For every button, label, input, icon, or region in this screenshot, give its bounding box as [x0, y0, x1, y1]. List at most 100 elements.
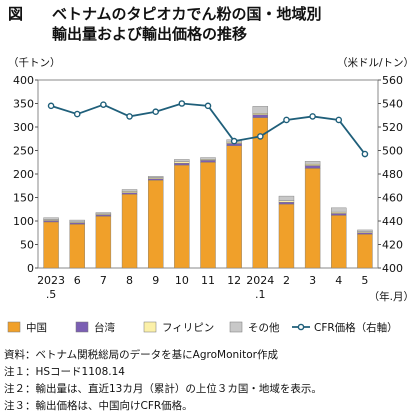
right-tick-label: 520	[382, 121, 403, 134]
legend-label: その他	[248, 321, 280, 334]
legend-label: 台湾	[94, 321, 115, 334]
x-tick-label: 5	[361, 274, 368, 287]
x-tick-label: 9	[152, 274, 159, 287]
bar-segment	[147, 178, 164, 181]
bar-segment	[95, 214, 112, 217]
x-tick-label: 2	[283, 274, 290, 287]
price-point	[100, 101, 107, 108]
bar-segment	[95, 212, 112, 215]
right-tick-label: 420	[382, 239, 403, 252]
x-axis: 2023.5 6 7 8 9 10 11 12 2024.1 2 3 4 5	[37, 274, 368, 301]
bar-segment	[174, 164, 190, 269]
x-tick-label: 2024.1	[246, 274, 274, 301]
left-tick-label: 50	[20, 239, 34, 252]
bar-segment	[278, 195, 295, 201]
bar-segment	[174, 162, 190, 166]
right-tick-label: 460	[382, 192, 403, 205]
note-2: 注２：輸出量は、直近13カ月（累計）の上位３カ国・地域を表示。	[4, 383, 322, 395]
bar-segment	[121, 192, 138, 195]
bar-segment	[252, 117, 269, 269]
bar-segment	[147, 176, 164, 178]
legend-label: フィリピン	[162, 322, 214, 334]
bar-segment	[357, 232, 373, 235]
right-tick-label: 440	[382, 215, 403, 228]
note-source: 資料：ベトナム関税総局のデータを基にAgroMonitor作成	[4, 349, 278, 361]
price-point	[73, 110, 81, 118]
bar-segment	[357, 233, 373, 269]
price-point	[126, 113, 133, 120]
legend-swatch	[229, 321, 243, 333]
bars	[43, 106, 373, 269]
bar-segment	[43, 220, 59, 223]
bar-segment	[69, 222, 85, 225]
bar-segment	[278, 201, 295, 205]
bar-segment	[43, 221, 59, 269]
bar-segment	[278, 203, 295, 269]
bar-segment	[357, 229, 373, 233]
x-tick-label: 6	[74, 274, 81, 287]
bar-segment	[304, 161, 321, 165]
bar-segment	[252, 106, 269, 114]
bar-segment	[304, 165, 321, 169]
bar-segment	[304, 168, 321, 269]
left-axis: 0 50 100 150 200 250 300 350 400	[13, 74, 38, 275]
bar-segment	[304, 163, 321, 166]
bar-segment	[252, 113, 269, 115]
right-tick-label: 560	[382, 74, 403, 87]
price-point	[152, 108, 159, 116]
x-tick-label: 4	[335, 274, 342, 287]
left-tick-label: 150	[13, 192, 34, 205]
right-tick-label: 500	[382, 145, 403, 158]
bar-segment	[174, 159, 190, 162]
bar-segment	[226, 145, 242, 269]
figure-title: 図 ベトナムのタピオカでん粉の国・地域別 輸出量および輸出価格の推移	[8, 4, 418, 44]
bar-segment	[121, 189, 138, 192]
bar-segment	[69, 224, 85, 269]
x-tick-label: 2023.5	[37, 274, 65, 301]
title-line-1: ベトナムのタピオカでん粉の国・地域別	[52, 5, 322, 23]
bar-segment	[200, 160, 216, 163]
price-line	[47, 100, 369, 158]
bar-segment	[252, 114, 269, 118]
right-tick-label: 540	[382, 98, 403, 111]
x-tick-label: 3	[309, 274, 316, 287]
bar-segment	[331, 213, 347, 216]
legend-label: CFR価格（右軸）	[314, 321, 398, 334]
figure-label: 図	[8, 5, 24, 23]
bar-segment	[200, 162, 216, 269]
x-tick-label: 12	[227, 274, 241, 287]
bar-segment	[121, 194, 138, 269]
price-point	[309, 113, 316, 120]
legend-label: 中国	[26, 321, 47, 334]
bar-segment	[278, 200, 295, 203]
price-point	[257, 133, 264, 140]
right-axis: 400 420 440 460 480 500 520 540 560	[378, 74, 403, 275]
left-tick-label: 0	[27, 262, 34, 275]
bar-segment	[95, 216, 112, 269]
price-point	[204, 102, 212, 110]
right-tick-label: 480	[382, 168, 403, 181]
left-tick-label: 400	[13, 74, 34, 87]
bar-segment	[331, 207, 347, 213]
price-point	[335, 116, 343, 124]
legend-swatch	[75, 321, 89, 333]
price-point	[178, 100, 186, 107]
bar-segment	[147, 179, 164, 269]
left-tick-label: 250	[13, 145, 34, 158]
price-point	[230, 137, 238, 145]
title-line-2: 輸出量および輸出価格の推移	[52, 25, 248, 43]
legend-swatch	[7, 321, 21, 333]
x-axis-unit: （年.月）	[369, 290, 414, 303]
x-tick-label: 10	[175, 274, 189, 287]
price-point	[283, 116, 290, 124]
bar-segment	[69, 219, 85, 223]
note-3: 注３：輸出価格は、中国向けCFR価格。	[4, 400, 193, 412]
bar-segment	[174, 161, 190, 164]
bar-segment	[200, 157, 216, 160]
price-point	[47, 102, 55, 110]
note-1: 注１：HSコード1108.14	[4, 366, 125, 378]
x-tick-label: 8	[126, 274, 133, 287]
price-point	[361, 150, 369, 158]
legend-swatch	[143, 321, 157, 333]
bar-segment	[43, 217, 59, 220]
